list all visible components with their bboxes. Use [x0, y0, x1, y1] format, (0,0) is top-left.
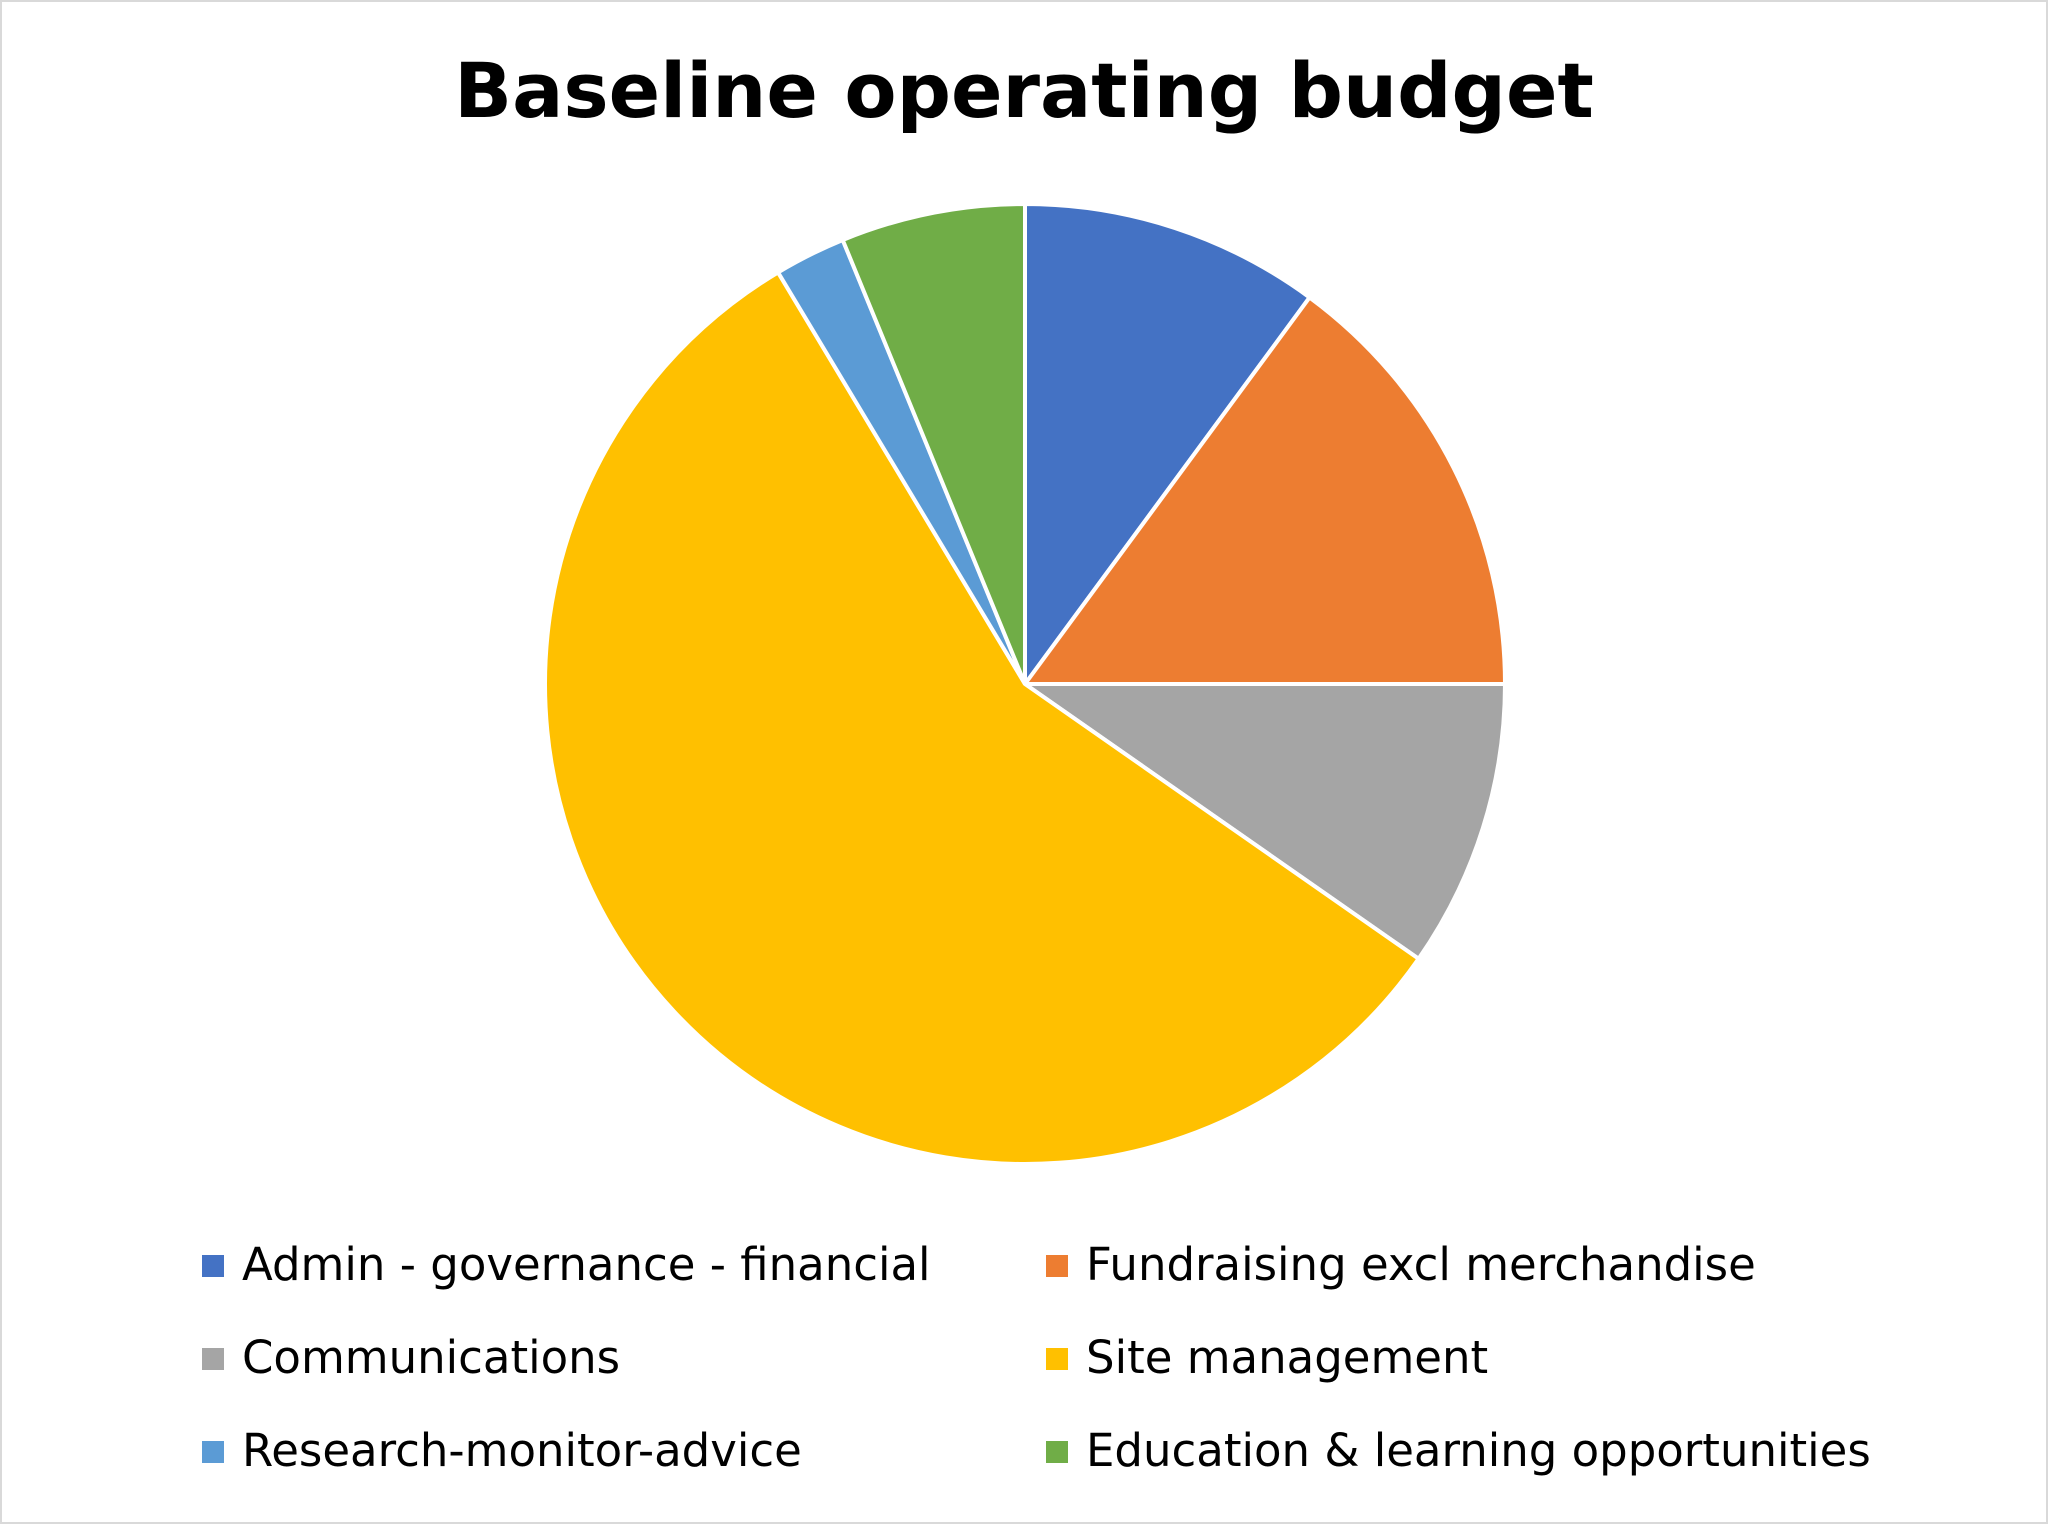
legend-swatch — [202, 1441, 224, 1463]
legend-swatch — [202, 1255, 224, 1277]
pie-slice — [543, 269, 1422, 1166]
pie-slice — [1021, 294, 1508, 686]
legend-label: Communications — [242, 1331, 620, 1384]
legend-label: Research-monitor-advice — [242, 1424, 802, 1477]
legend-swatch — [202, 1348, 224, 1370]
legend-label: Fundraising excl merchandise — [1086, 1238, 1756, 1291]
legend-swatch — [1046, 1441, 1068, 1463]
legend-label: Admin - governance - financial — [242, 1238, 931, 1291]
legend-label: Site management — [1086, 1331, 1488, 1384]
chart-title: Baseline operating budget — [454, 46, 1594, 135]
legend-label: Education & learning opportunities — [1086, 1424, 1871, 1477]
legend-swatch — [1046, 1348, 1068, 1370]
pie-slice — [1023, 201, 1313, 691]
legend-swatch — [1046, 1255, 1068, 1277]
pie-slice — [1018, 682, 1508, 962]
pie-slice — [840, 201, 1027, 685]
